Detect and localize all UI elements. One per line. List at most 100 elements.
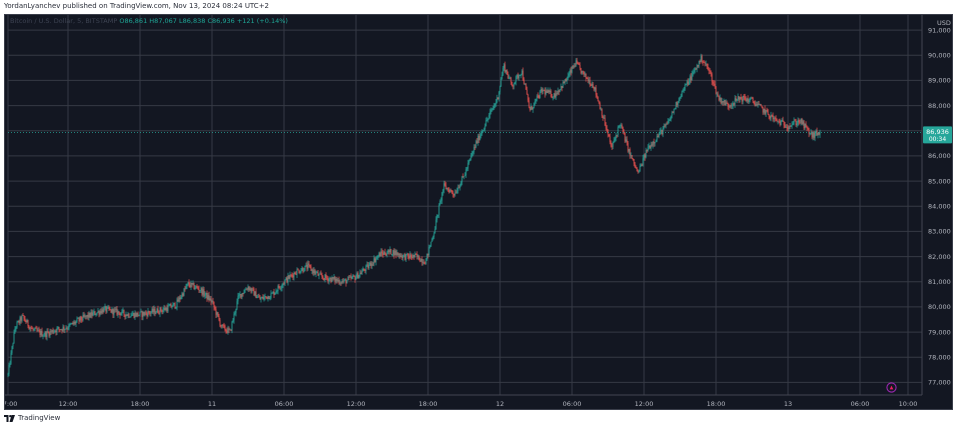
candle-body [292,275,294,278]
price-chart[interactable]: 77,000 78,000 79,000 80,000 81,000 82,000 83,0… [5,15,952,409]
candle-body [65,328,67,330]
candle-body [721,101,723,104]
candle-body [476,141,478,144]
candle-body [255,291,257,299]
candle-body [385,254,387,256]
candle-body [495,102,497,105]
candle-body [231,321,233,331]
candle-body [378,253,380,257]
candle-body [492,108,494,110]
candle-body [75,321,77,324]
candle-body [780,120,782,126]
candle-body [237,295,239,302]
candle-body [69,324,71,325]
candle-body [146,313,148,317]
candle-body [266,296,268,299]
candle-body [223,325,225,327]
candle-body [499,86,501,92]
candle-body [619,125,621,127]
candle-body [776,119,778,122]
candle-body [685,83,687,85]
candle-body [9,363,11,365]
candle-body [389,249,391,253]
candle-body [715,86,717,94]
candle-body [53,331,55,333]
candle-body [716,93,718,95]
candle-body [313,270,315,274]
candle-body [709,70,711,72]
candle-body [182,293,184,296]
tradingview-logo-icon[interactable] [4,414,15,422]
candle-body [94,311,96,316]
candle-body [514,81,516,85]
candle-body [759,104,761,105]
candle-body [82,315,84,321]
candle-body [757,103,759,105]
candle-body [83,315,85,317]
candle-body [723,100,725,103]
candle-body [704,62,706,65]
candle-body [16,322,18,328]
candle-body [156,308,158,313]
candle-body [628,149,630,152]
candle-body [49,331,51,336]
candle-body [341,280,343,284]
candle-body [334,276,336,282]
candle-body [62,326,64,331]
candle-body [151,308,153,313]
candle-body [581,70,583,74]
candle-body [731,105,733,107]
candle-body [789,126,791,128]
candle-body [671,112,673,116]
candle-body [183,288,185,296]
chart-frame[interactable]: 77,000 78,000 79,000 80,000 81,000 82,000 83,0… [4,14,953,410]
candle-body [624,133,626,142]
candle-body [803,121,805,129]
candle-body [503,64,505,68]
candle-body [345,279,347,284]
candle-body [187,282,189,284]
candle-body [215,308,217,315]
candle-body [129,317,131,318]
candle-body [517,75,519,79]
candle-body [791,124,793,126]
candle-body [534,100,536,103]
candle-body [73,321,75,324]
candle-body [43,335,45,337]
candle-body [423,262,425,264]
candle-body [816,131,818,136]
candle-body [288,275,290,279]
candle-body [817,132,819,136]
candle-body [258,296,260,298]
candle-body [439,200,441,206]
candle-body [152,308,154,313]
pine-editor-icon[interactable] [886,382,897,393]
candle-body [750,97,752,99]
candle-body [604,117,606,126]
candle-body [59,329,61,330]
candle-body [74,321,76,324]
candle-body [262,297,264,300]
candle-body [558,90,560,92]
candle-body [794,120,796,122]
chart-background [5,15,952,409]
candle-body [298,270,300,273]
candle-body [431,238,433,242]
candle-body [124,314,126,317]
candle-body [276,291,278,292]
candle-body [176,299,178,308]
candle-body [141,311,143,317]
candle-body [192,283,194,285]
candle-body [364,270,366,271]
candle-body [248,286,250,290]
candle-body [760,104,762,107]
candle-body [698,60,700,67]
candle-body [52,330,54,333]
candle-body [649,145,651,149]
candle-body [97,311,99,313]
candle-body [175,307,177,308]
candle-body [306,264,308,269]
x-tick-label: 10:00 [899,400,918,408]
candle-body [616,135,618,136]
candle-body [531,106,533,110]
